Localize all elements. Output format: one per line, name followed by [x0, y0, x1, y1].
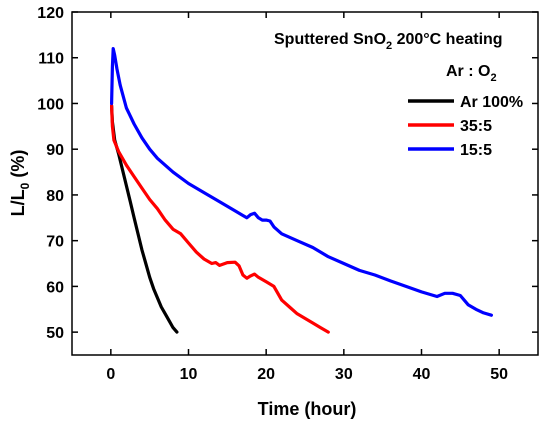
- x-tick-label: 30: [335, 366, 353, 383]
- x-tick-label: 40: [413, 366, 431, 383]
- y-tick-label: 80: [46, 188, 64, 205]
- legend-title: Ar : O2: [446, 63, 497, 84]
- series-layer: [110, 47, 493, 334]
- legend-label-2: 15:5: [460, 142, 492, 159]
- y-axis-title: L/L0 (%): [8, 150, 32, 217]
- legend: Ar 100% 35:5 15:5: [408, 94, 523, 159]
- y-tick-label: 100: [37, 96, 64, 113]
- y-tick-label: 60: [46, 279, 64, 296]
- plot-frame: [71, 11, 539, 356]
- y-tick-label: 50: [46, 325, 64, 342]
- chart-title: Sputtered SnO2 200°C heating: [274, 31, 503, 52]
- legend-label-1: 35:5: [460, 118, 492, 135]
- y-tick-label: 110: [38, 51, 64, 68]
- x-axis-title: Time (hour): [258, 399, 357, 419]
- y-tick-label: 70: [46, 234, 64, 251]
- y-tick-label: 120: [37, 5, 64, 22]
- legend-label-0: Ar 100%: [460, 94, 523, 111]
- x-tick-label: 50: [490, 366, 508, 383]
- ticks-layer: 0 10 20 30 40 50 50 60 70 80 90 100 110 120: [37, 5, 538, 383]
- series-line-1: [110, 104, 330, 334]
- y-tick-label: 90: [46, 142, 64, 159]
- x-tick-label: 0: [106, 366, 115, 383]
- x-tick-label: 20: [257, 366, 275, 383]
- series-line-2: [110, 47, 493, 317]
- x-tick-label: 10: [180, 366, 198, 383]
